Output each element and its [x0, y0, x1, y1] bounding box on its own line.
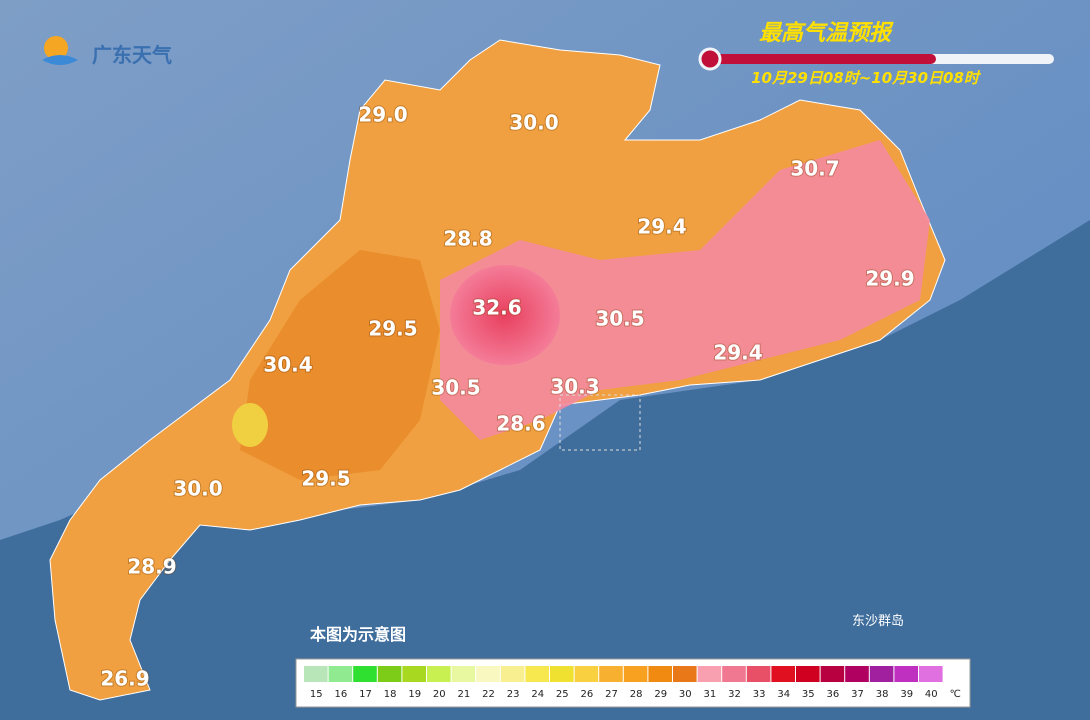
title: 最高气温预报: [759, 20, 894, 46]
legend-swatch: [697, 666, 722, 682]
temperature-label: 29.5: [368, 317, 417, 341]
legend-swatch: [550, 666, 574, 682]
legend-label: 40: [925, 689, 938, 700]
legend-swatch: [500, 666, 525, 682]
legend-label: 18: [384, 689, 397, 700]
legend-label: 32: [728, 689, 741, 700]
logo-text: 广东天气: [92, 43, 172, 67]
legend-swatch: [402, 666, 426, 682]
temperature-label: 30.5: [431, 376, 480, 400]
legend-swatch: [328, 666, 353, 682]
temperature-label: 30.5: [595, 307, 644, 331]
legend-label: 20: [433, 689, 446, 700]
temperature-label: 28.9: [127, 555, 176, 579]
legend-unit: ℃: [950, 689, 961, 700]
logo-icon: [44, 36, 68, 60]
legend-swatch: [820, 666, 845, 682]
note: 本图为示意图: [310, 625, 406, 644]
temperature-label: 32.6: [472, 296, 521, 320]
legend-label: 21: [458, 689, 471, 700]
legend-label: 15: [310, 689, 323, 700]
legend-swatch: [771, 666, 795, 682]
legend-label: 35: [802, 689, 815, 700]
legend-label: 23: [507, 689, 520, 700]
legend-swatch: [623, 666, 648, 682]
legend-label: 39: [900, 689, 913, 700]
island-label: 东沙群岛: [852, 613, 904, 629]
hk-macau-box: [559, 394, 641, 451]
cool-spot: [232, 403, 268, 447]
legend-swatch: [525, 666, 549, 682]
legend-swatch: [427, 666, 451, 682]
hot-region: [440, 140, 930, 440]
legend: 15 16 17 18 19 20 21 22 23 24 25 26 27 28 29 30 31 32 33 34…: [304, 666, 961, 700]
legend-label: 33: [753, 689, 766, 700]
legend-swatch: [574, 666, 599, 682]
legend-swatch: [746, 666, 771, 682]
legend-label: 19: [408, 689, 421, 700]
temperature-label: 30.0: [509, 111, 558, 135]
legend-swatch: [304, 666, 328, 682]
legend-swatch: [353, 666, 377, 682]
legend-label: 25: [556, 689, 569, 700]
temperature-label: 28.6: [496, 412, 545, 436]
legend-label: 27: [605, 689, 618, 700]
hottest-region: [450, 265, 560, 365]
legend-label: 30: [679, 689, 692, 700]
temperature-label: 30.0: [173, 477, 222, 501]
legend-label: 37: [851, 689, 864, 700]
temperature-label: 30.4: [263, 353, 312, 377]
temperature-label: 29.4: [713, 341, 762, 365]
legend-label: 24: [531, 689, 544, 700]
temperature-label: 26.9: [100, 667, 149, 691]
temperature-label: 29.5: [301, 467, 350, 491]
period: 10月29日08时~10月30日08时: [751, 69, 982, 87]
legend-label: 36: [827, 689, 840, 700]
legend-swatch: [869, 666, 894, 682]
legend-swatch: [845, 666, 869, 682]
temperature-label: 28.8: [443, 227, 492, 251]
legend-label: 26: [581, 689, 594, 700]
legend-swatch: [894, 666, 918, 682]
legend-label: 17: [359, 689, 372, 700]
temperature-label: 30.7: [790, 157, 839, 181]
legend-swatch: [476, 666, 500, 682]
logo-wave: [42, 55, 78, 65]
legend-swatch: [451, 666, 476, 682]
legend-label: 28: [630, 689, 643, 700]
legend-swatch: [919, 666, 943, 682]
legend-swatch: [673, 666, 697, 682]
legend-swatch: [722, 666, 746, 682]
legend-swatch: [796, 666, 820, 682]
legend-label: 16: [335, 689, 348, 700]
legend-label: 29: [654, 689, 667, 700]
legend-swatch: [377, 666, 402, 682]
sea: [0, 220, 1090, 720]
temperature-labels: 29.0 30.0 30.7 29.4 28.8 29.9 32.6 30.5 29.5 30.4…: [99, 102, 915, 692]
legend-label: 31: [704, 689, 717, 700]
temperature-label: 29.4: [637, 215, 686, 239]
warm-region: [240, 250, 440, 480]
legend-label: 22: [482, 689, 495, 700]
legend-label: 38: [876, 689, 889, 700]
legend-swatch: [648, 666, 672, 682]
thermometer-bulb: [698, 47, 722, 71]
temperature-label: 29.9: [865, 267, 914, 291]
temperature-label: 30.3: [550, 375, 599, 399]
thermometer-fill: [706, 54, 936, 64]
legend-label: 34: [777, 689, 790, 700]
temperature-label: 29.0: [358, 103, 407, 127]
legend-swatch: [599, 666, 623, 682]
